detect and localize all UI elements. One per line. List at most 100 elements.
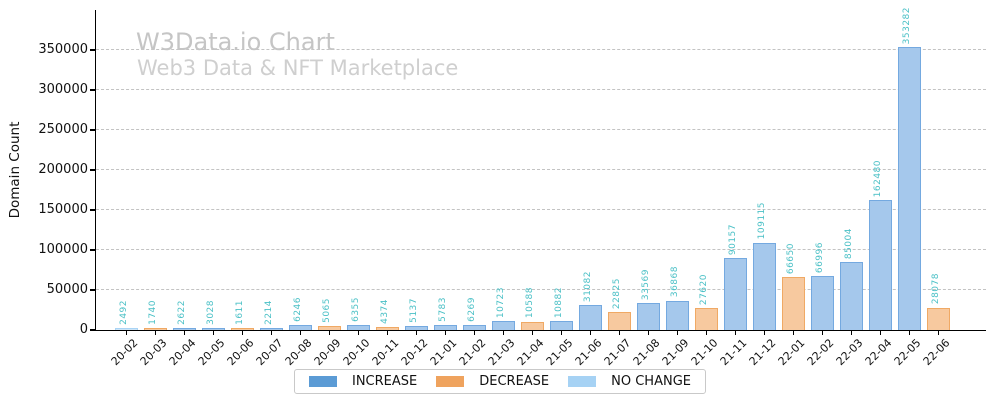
x-tick-mark [763,330,765,335]
x-tick-mark [270,330,272,335]
x-tick-mark [531,330,533,335]
legend-item-label: DECREASE [479,374,550,389]
bar-value-label: 5137 [409,297,419,323]
bar-value-label: 22825 [612,277,622,309]
bar [868,200,892,330]
bar-value-label: 36868 [670,266,680,298]
bar [172,327,196,330]
x-tick-mark [734,330,736,335]
gridline [96,249,986,250]
gridline [96,289,986,290]
bar-value-label: 33569 [641,269,651,301]
bar-value-label: 66996 [815,242,825,274]
x-tick-mark [212,330,214,335]
x-tick-mark [444,330,446,335]
decrease-swatch-icon [436,376,465,387]
x-tick-mark [792,330,794,335]
bar-value-label: 5783 [438,297,448,323]
plot-area: 0 50000 100000 150000 200000 250000 300000 3500… [38,7,986,368]
x-tick-mark [879,330,881,335]
bar [433,325,457,330]
x-tick-mark [154,330,156,335]
x-tick-mark [705,330,707,335]
bar [288,325,312,330]
bar [114,328,138,330]
y-tick-mark [90,249,96,251]
bar-value-label: 5065 [322,298,332,323]
legend: INCREASE DECREASE NO CHANGE [294,369,706,394]
x-tick-mark [589,330,591,335]
bar-value-label: 10882 [554,287,564,319]
bar [810,276,834,330]
y-tick-mark [90,89,96,91]
bar-value-label: 109115 [757,202,767,240]
gridline [96,129,986,130]
x-tick-mark [560,330,562,335]
bar-value-label: 10588 [525,287,535,319]
y-tick-mark [90,49,96,51]
gridline [96,49,986,50]
y-tick-mark [90,169,96,171]
bar [897,47,921,330]
bar-value-label: 2492 [119,300,129,325]
x-tick-mark [183,330,185,335]
y-tick-label: 100000 [38,242,88,257]
y-tick-mark [90,289,96,291]
bar-value-label: 162480 [873,159,883,198]
bar-value-label: 28078 [931,273,941,305]
bar [607,311,631,330]
bar [462,325,486,330]
chart-subtitle: Web3 Data & NFT Marketplace [137,56,459,80]
gridline [96,209,986,210]
bar-value-label: 27620 [699,273,709,305]
y-tick-label: 300000 [38,82,88,97]
legend-item-label: NO CHANGE [611,374,691,389]
x-tick-mark [386,330,388,335]
no-change-swatch-icon [568,376,597,387]
bar-value-label: 1740 [148,300,158,325]
chart-title: W3Data.io Chart [136,28,335,56]
bar [259,328,283,330]
y-tick-mark [90,329,96,331]
bar-value-label: 66650 [786,242,796,274]
legend-item-decrease: DECREASE [436,375,549,388]
y-tick-label: 200000 [38,162,88,177]
bar [665,300,689,330]
legend-item-label: INCREASE [352,374,418,389]
bar [752,242,776,330]
x-tick-mark [328,330,330,335]
bar [723,257,747,330]
bar-value-label: 6269 [467,297,477,322]
x-tick-mark [473,330,475,335]
bar-value-label: 90157 [728,223,738,255]
bar-value-label: 6355 [351,297,361,322]
x-tick-mark [647,330,649,335]
y-tick-label: 150000 [38,202,88,217]
legend-item-no-change: NO CHANGE [568,375,691,388]
bar [143,328,167,330]
y-tick-label: 0 [79,322,88,337]
gridline [96,169,986,170]
bar [578,305,602,330]
x-tick-mark [937,330,939,335]
bar [317,325,341,330]
bar [491,321,515,330]
bar [549,321,573,330]
bar [375,326,399,330]
bar-value-label: 10723 [496,287,506,319]
bar [230,328,254,330]
y-tick-label: 250000 [38,122,88,137]
bar [520,321,544,330]
bar [201,327,225,330]
bar [926,307,950,330]
bar [694,307,718,330]
x-tick-mark [821,330,823,335]
y-tick-label: 350000 [38,42,88,57]
x-tick-mark [676,330,678,335]
bar [781,276,805,330]
y-axis-title: Domain Count [7,121,23,219]
bar-value-label: 353282 [902,7,912,45]
y-tick-mark [90,129,96,131]
x-tick-mark [299,330,301,335]
